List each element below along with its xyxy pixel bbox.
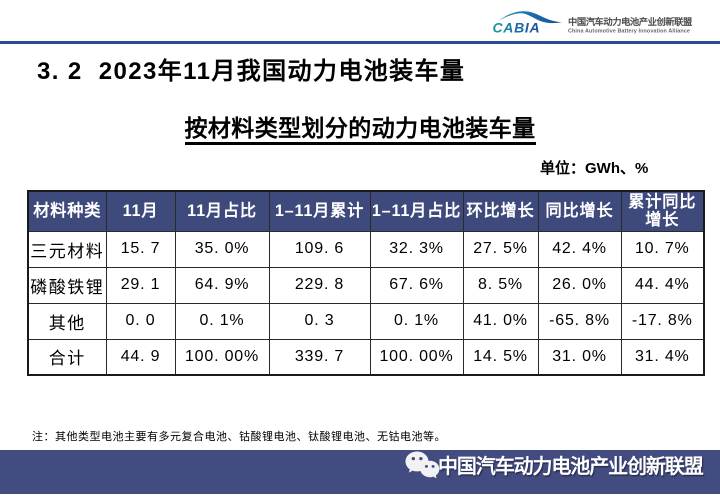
svg-text:China Automotive Battery Innov: China Automotive Battery Innovation Alli… (568, 29, 690, 35)
svg-text:中国汽车动力电池产业创新联盟: 中国汽车动力电池产业创新联盟 (568, 16, 693, 27)
svg-text:CABIA: CABIA (493, 20, 541, 36)
